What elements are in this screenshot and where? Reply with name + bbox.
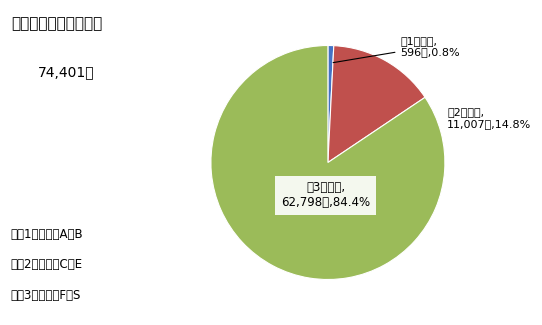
Text: ・第2次産業：C～E: ・第2次産業：C～E	[11, 258, 83, 271]
Text: 第2次産業,
11,007人,14.8%: 第2次産業, 11,007人,14.8%	[447, 107, 532, 129]
Wedge shape	[328, 46, 334, 162]
Text: 第3次産業,
62,798人,84.4%: 第3次産業, 62,798人,84.4%	[281, 181, 370, 209]
Text: ・第3次産業：F～S: ・第3次産業：F～S	[11, 289, 81, 302]
Text: 産業別従業者数・割合: 産業別従業者数・割合	[11, 16, 102, 31]
Wedge shape	[328, 46, 425, 162]
Text: ・第1次産業：A～B: ・第1次産業：A～B	[11, 227, 83, 240]
Wedge shape	[211, 46, 445, 280]
Text: 74,401人: 74,401人	[38, 65, 94, 79]
Text: 第1次産業,
596人,0.8%: 第1次産業, 596人,0.8%	[333, 36, 460, 63]
